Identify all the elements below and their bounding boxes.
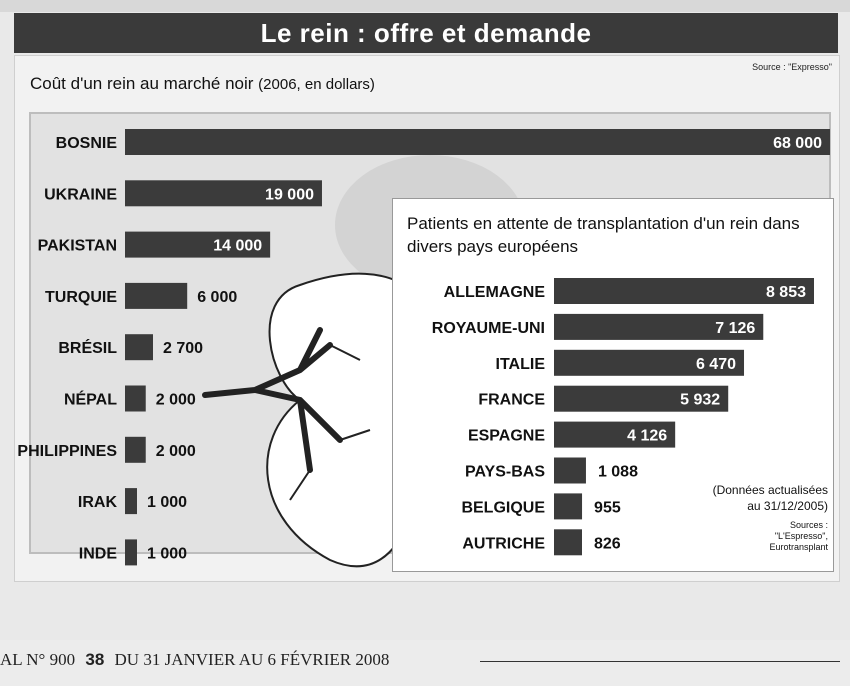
- bar-italie: [554, 349, 745, 376]
- footer-rule: [480, 661, 840, 662]
- category-label-ukraine: UKRAINE: [44, 186, 117, 203]
- value-label-bosnie: 68 000: [773, 135, 822, 152]
- source-note: Source : "Expresso": [752, 62, 832, 72]
- value-label-bresil: 2 700: [163, 340, 203, 357]
- country-label-allemagne: ALLEMAGNE: [444, 284, 546, 301]
- sources-line-1: Sources :: [789, 520, 828, 530]
- bar-france: [554, 385, 729, 412]
- inset-title: Patients en attente de transplantation d…: [407, 214, 800, 256]
- bar-belgique: [554, 493, 583, 520]
- footer-publication: AL N° 900: [0, 650, 76, 669]
- title-banner: Le rein : offre et demande: [14, 13, 838, 53]
- inset-sources: Sources : "L'Espresso", Eurotransplant: [769, 520, 828, 553]
- subtitle-main: Coût d'un rein au marché noir: [30, 74, 254, 93]
- value-label-irak: 1 000: [147, 494, 187, 511]
- page-top-strip: [0, 0, 850, 12]
- bar-philippines: [125, 436, 146, 463]
- country-label-belgique: BELGIQUE: [461, 499, 545, 516]
- value-label-philippines: 2 000: [156, 443, 196, 460]
- page-footer: [0, 640, 850, 686]
- country-label-italie: ITALIE: [496, 356, 546, 373]
- country-label-espagne: ESPAGNE: [468, 428, 545, 445]
- subtitle-unit: (2006, en dollars): [258, 76, 375, 93]
- value-label-espagne: 4 126: [627, 428, 667, 445]
- bar-pays-bas: [554, 457, 586, 484]
- country-label-autriche: AUTRICHE: [462, 535, 545, 552]
- category-label-turquie: TURQUIE: [45, 289, 117, 306]
- sources-line-2: "L'Espresso",: [774, 531, 828, 541]
- bar-pakistan: [125, 231, 271, 258]
- category-label-philippines: PHILIPPINES: [17, 443, 117, 460]
- value-label-royaume-uni: 7 126: [715, 320, 755, 337]
- value-label-pays-bas: 1 088: [598, 464, 638, 481]
- country-label-france: FRANCE: [478, 392, 545, 409]
- value-label-pakistan: 14 000: [213, 238, 262, 255]
- bar-autriche: [554, 529, 582, 556]
- value-label-france: 5 932: [680, 392, 720, 409]
- category-label-irak: IRAK: [78, 494, 118, 511]
- country-label-royaume-uni: ROYAUME-UNI: [432, 320, 545, 337]
- value-label-ukraine: 19 000: [265, 186, 314, 203]
- value-label-nepal: 2 000: [156, 392, 196, 409]
- data-date-note: (Données actualisées au 31/12/2005): [713, 482, 828, 514]
- bar-turquie: [125, 282, 188, 309]
- footer-date: DU 31 JANVIER AU 6 FÉVRIER 2008: [114, 650, 390, 669]
- note-line-1: (Données actualisées: [712, 483, 828, 497]
- value-label-allemagne: 8 853: [766, 284, 806, 301]
- bar-bresil: [125, 334, 153, 361]
- waiting-list-inset: [392, 198, 834, 572]
- category-label-pakistan: PAKISTAN: [38, 238, 117, 255]
- bar-allemagne: [554, 278, 814, 304]
- category-label-bresil: BRÉSIL: [58, 338, 117, 357]
- bar-royaume-uni: [554, 313, 764, 340]
- value-label-autriche: 826: [594, 535, 621, 552]
- note-line-2: au 31/12/2005): [747, 499, 828, 513]
- sources-line-3: Eurotransplant: [769, 542, 828, 552]
- bar-inde: [125, 539, 137, 566]
- value-label-belgique: 955: [594, 499, 621, 516]
- bar-nepal: [125, 385, 146, 412]
- footer-text: AL N° 900 38 DU 31 JANVIER AU 6 FÉVRIER …: [0, 650, 389, 670]
- bar-espagne: [554, 421, 676, 448]
- bar-irak: [125, 488, 137, 515]
- footer-page-number: 38: [85, 650, 105, 669]
- value-label-turquie: 6 000: [197, 289, 237, 306]
- category-label-inde: INDE: [79, 545, 118, 562]
- page-title: Le rein : offre et demande: [260, 17, 592, 48]
- category-label-bosnie: BOSNIE: [56, 135, 118, 152]
- bar-ukraine: [125, 180, 322, 207]
- category-label-nepal: NÉPAL: [64, 390, 117, 409]
- country-label-pays-bas: PAYS-BAS: [465, 464, 545, 481]
- value-label-italie: 6 470: [696, 356, 736, 373]
- bar-bosnie: [125, 129, 830, 155]
- value-label-inde: 1 000: [147, 545, 187, 562]
- left-chart-subtitle: Coût d'un rein au marché noir (2006, en …: [30, 74, 375, 94]
